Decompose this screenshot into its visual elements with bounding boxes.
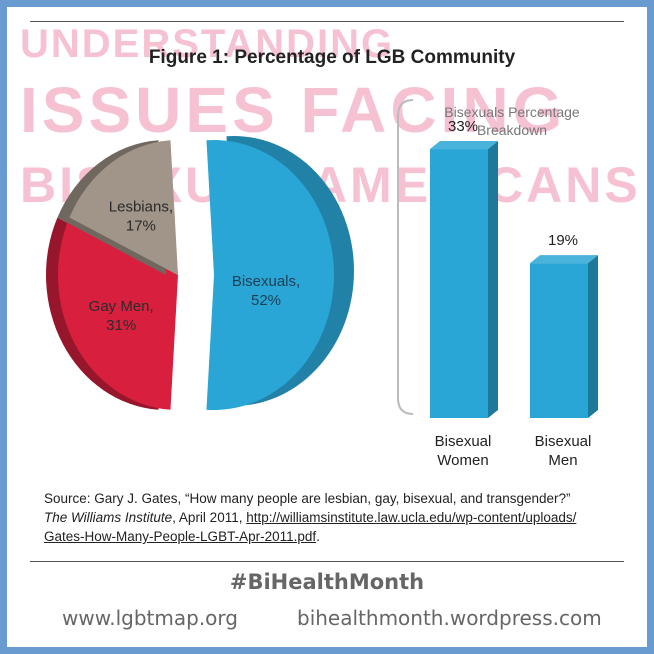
bottom-divider bbox=[30, 561, 624, 562]
bar-chart: 33% Bisexual Women 19% Bisexual Men bbox=[430, 118, 598, 469]
source-journal: The Williams Institute bbox=[44, 510, 173, 525]
chart-title: Figure 1: Percentage of LGB Community bbox=[149, 47, 516, 68]
bar-category-label: Bisexual bbox=[435, 433, 492, 450]
pie-slice-bisexuals bbox=[206, 140, 334, 410]
pie-value-label: 17% bbox=[126, 218, 156, 235]
bar-category-label: Men bbox=[548, 452, 577, 469]
bar-top bbox=[530, 255, 598, 264]
bar-category-label: Bisexual bbox=[535, 433, 592, 450]
bar-side bbox=[488, 141, 498, 419]
bar-value-label: 33% bbox=[448, 118, 478, 135]
hashtag: #BiHealthMonth bbox=[229, 570, 425, 594]
site-link-lgbtmap[interactable]: www.lgbtmap.org bbox=[62, 606, 238, 630]
bar-value-label: 19% bbox=[548, 232, 578, 249]
source-date: , April 2011, bbox=[172, 510, 247, 525]
watermark-line-1: UNDERSTANDING bbox=[20, 22, 395, 66]
source-link[interactable]: http://williamsinstitute.law.ucla.edu/wp… bbox=[44, 510, 577, 544]
breakdown-bracket bbox=[397, 99, 414, 415]
bar bbox=[530, 263, 588, 418]
pie-label: Bisexuals, bbox=[232, 273, 300, 290]
pie-value-label: 31% bbox=[106, 317, 136, 334]
pie-chart: Gay Men, 31% Lesbians, 17% Bisexuals, 52% bbox=[45, 136, 354, 410]
bar-side bbox=[588, 255, 598, 418]
site-link-bihealthmonth[interactable]: bihealthmonth.wordpress.com bbox=[297, 606, 602, 630]
bar-category-label: Women bbox=[437, 452, 488, 469]
source-text: Source: Gary J. Gates, “How many people … bbox=[44, 491, 571, 506]
pie-label: Lesbians, bbox=[109, 199, 173, 216]
pie-label: Gay Men, bbox=[89, 298, 154, 315]
bar bbox=[430, 149, 488, 419]
source-citation: Source: Gary J. Gates, “How many people … bbox=[44, 491, 577, 544]
pie-slice-lesbians bbox=[69, 140, 178, 275]
pie-value-label: 52% bbox=[251, 292, 281, 309]
top-divider bbox=[30, 21, 624, 22]
breakdown-title-line-2: Breakdown bbox=[477, 122, 547, 138]
pie-slice-gaymen bbox=[57, 217, 178, 410]
bar-top bbox=[430, 141, 498, 150]
watermark-line-2: ISSUES FACING bbox=[20, 74, 567, 146]
breakdown-title-line-1: Bisexuals Percentage bbox=[444, 104, 580, 120]
